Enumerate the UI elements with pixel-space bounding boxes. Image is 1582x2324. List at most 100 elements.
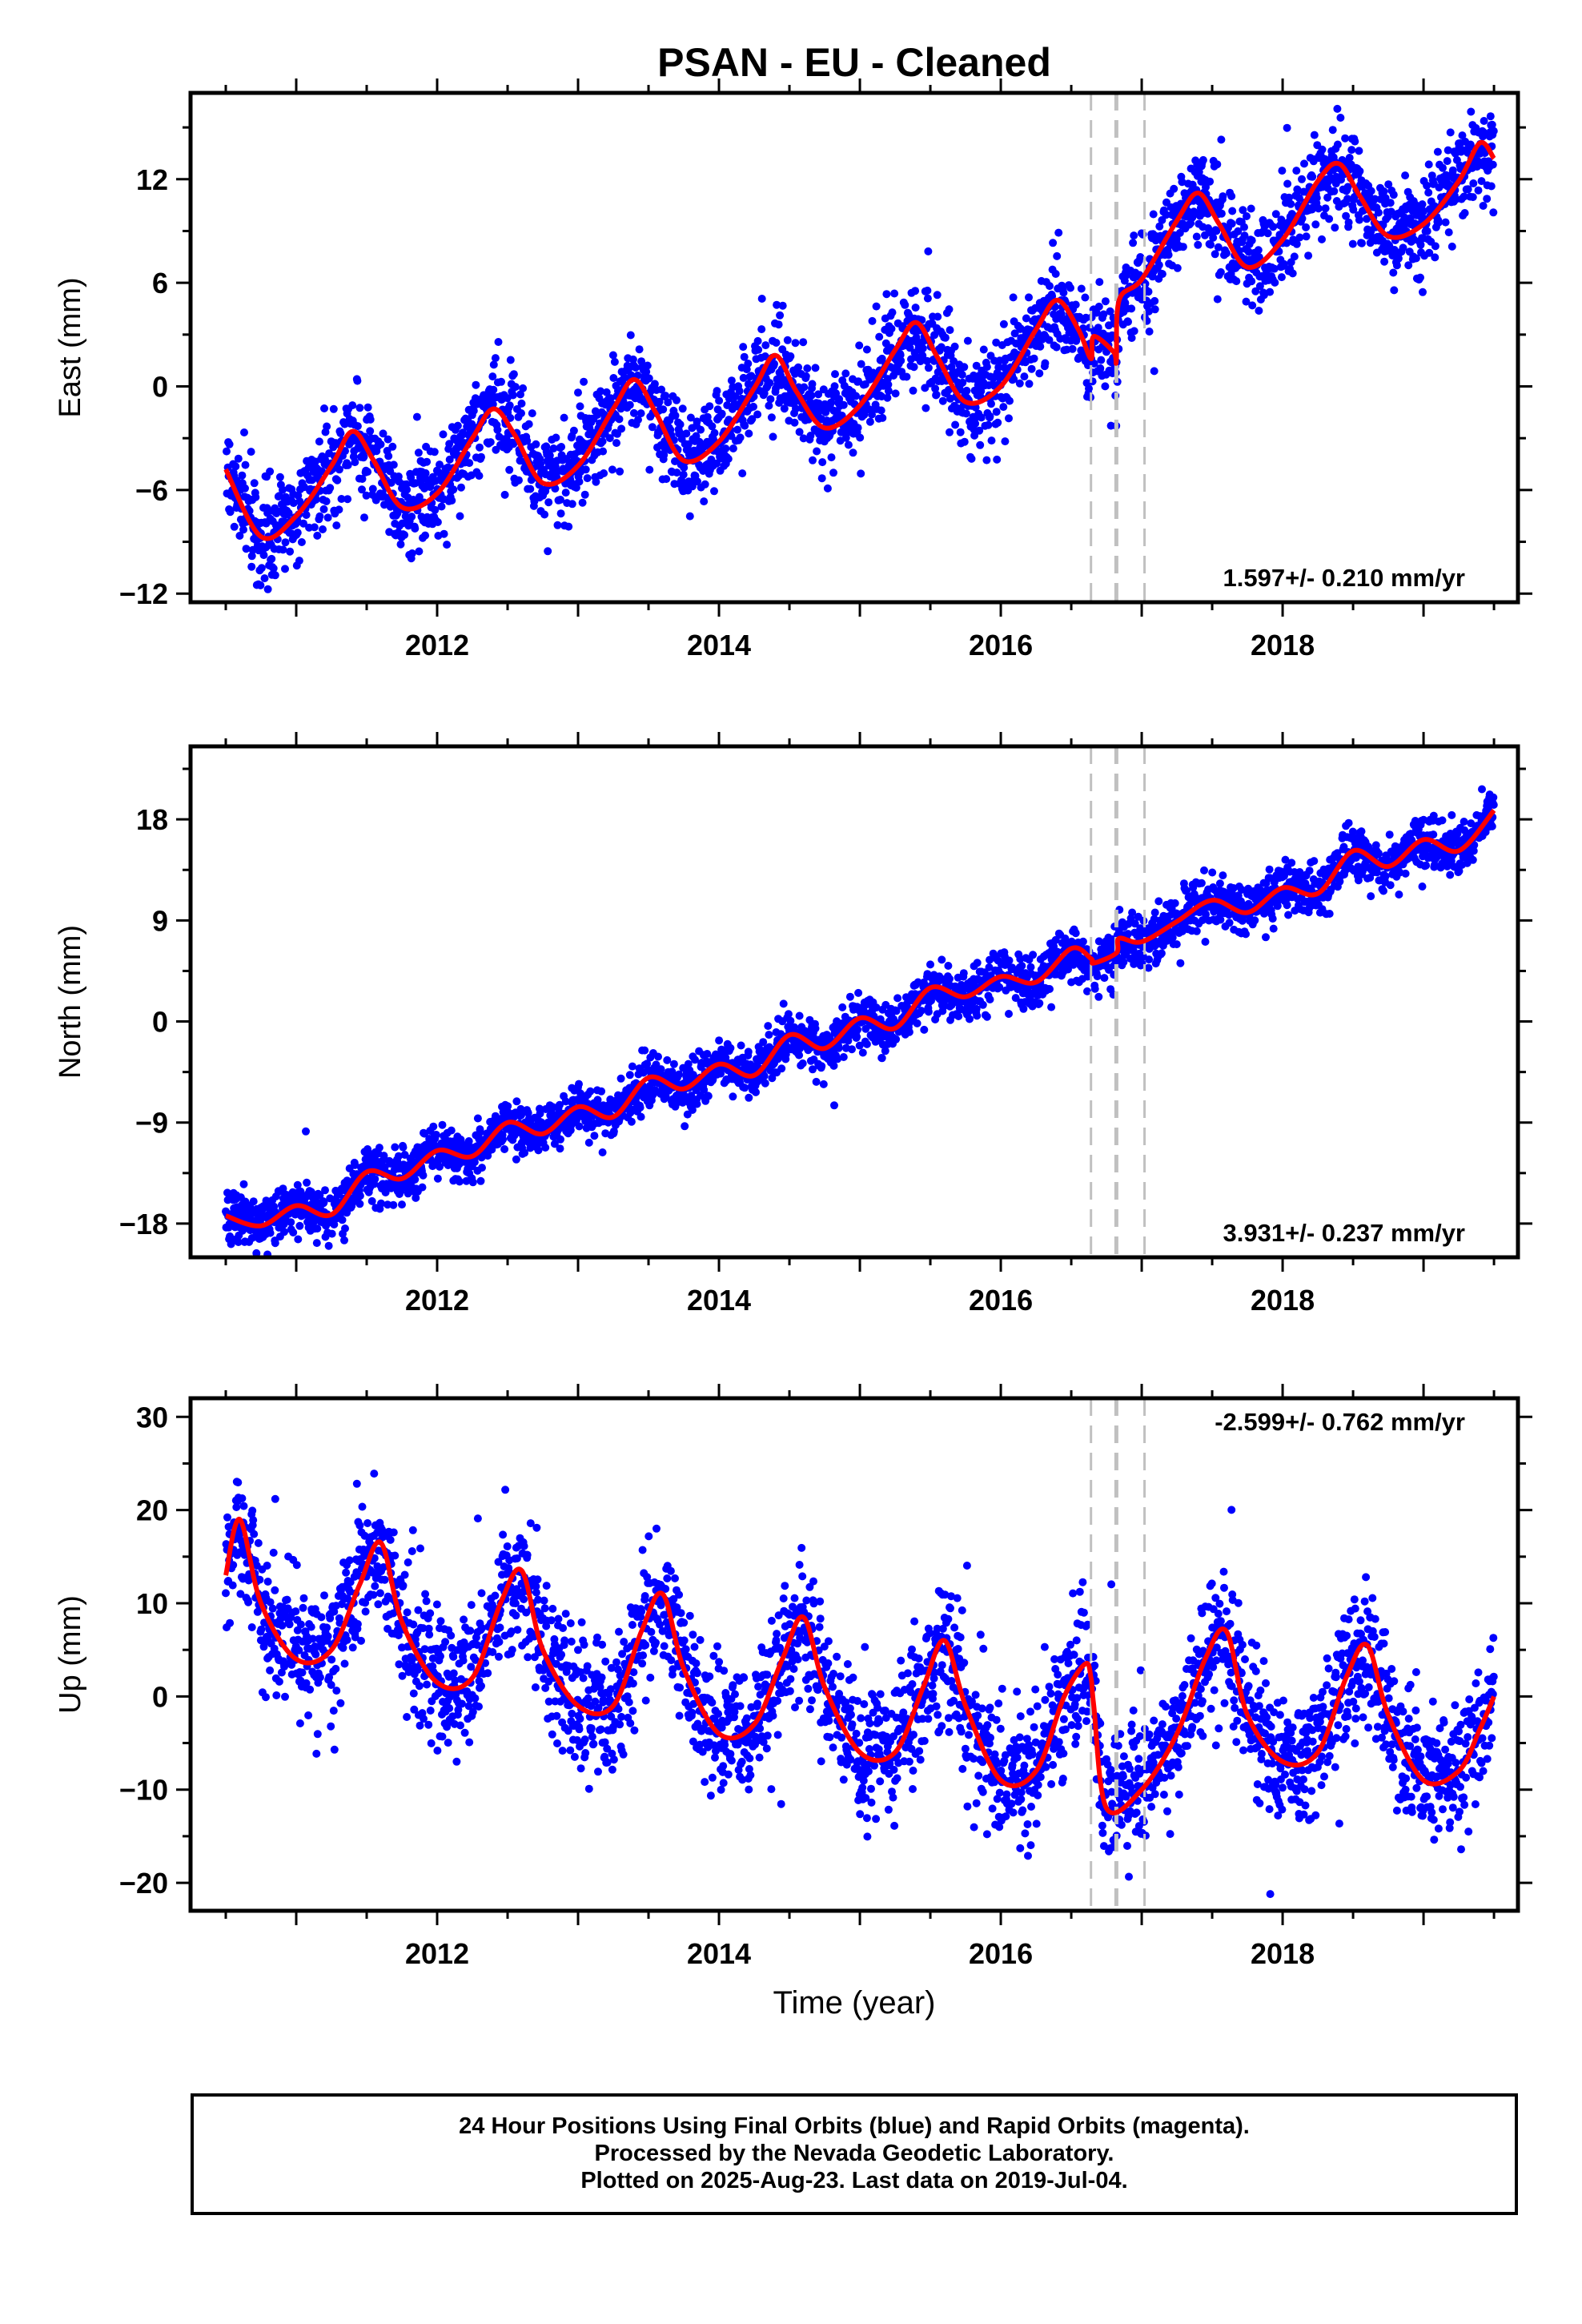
data-point (241, 460, 250, 469)
data-point (335, 465, 343, 474)
data-point (310, 523, 319, 532)
data-point (592, 477, 600, 486)
data-point (710, 428, 719, 437)
data-point (330, 1220, 339, 1228)
data-point (1386, 199, 1395, 207)
data-point (279, 1184, 287, 1193)
data-point (676, 428, 685, 437)
data-point (761, 352, 769, 360)
data-point (830, 382, 839, 391)
data-point (608, 351, 617, 360)
data-point (225, 440, 234, 448)
data-point (411, 1175, 420, 1184)
data-point (705, 402, 714, 411)
data-point (1227, 192, 1236, 200)
data-point (419, 1171, 428, 1180)
data-point (738, 469, 747, 478)
data-point (549, 444, 558, 452)
data-point (1240, 231, 1249, 240)
data-point (920, 1025, 929, 1034)
data-point (240, 428, 248, 436)
data-point (340, 420, 349, 428)
data-point (239, 525, 247, 534)
data-point (281, 538, 290, 547)
data-point (931, 384, 940, 393)
data-point (701, 480, 709, 489)
data-point (468, 1178, 477, 1187)
data-point (1355, 215, 1363, 224)
data-point (1425, 248, 1434, 257)
data-point (574, 388, 582, 397)
data-point (1207, 240, 1215, 249)
data-point (994, 363, 1003, 372)
data-point (552, 433, 560, 442)
data-point (332, 521, 341, 530)
data-point (1469, 179, 1478, 187)
data-point (516, 390, 524, 399)
data-point (379, 429, 387, 438)
data-point (1460, 192, 1468, 201)
data-point (1343, 183, 1352, 191)
data-point (299, 519, 307, 528)
data-point (293, 529, 302, 537)
data-point (313, 531, 322, 540)
data-point (678, 404, 687, 413)
data-point (1292, 239, 1301, 248)
data-point (1318, 145, 1327, 154)
data-point (752, 1088, 760, 1096)
data-point (505, 401, 514, 410)
data-point (411, 525, 420, 533)
data-point (1311, 220, 1320, 229)
gps-time-series-chart: PSAN - EU - Cleaned 2012 2014 2016 2018−12−… (54, 40, 1532, 2020)
data-point (355, 1200, 364, 1208)
data-point (560, 413, 568, 422)
data-point (1228, 207, 1237, 215)
data-point (1130, 231, 1138, 240)
data-point (572, 484, 580, 492)
data-point (617, 424, 626, 433)
data-point (355, 404, 364, 412)
data-point (366, 427, 375, 436)
data-point (1443, 146, 1452, 155)
data-point (853, 1032, 861, 1041)
data-point (897, 356, 905, 365)
data-point (760, 1072, 769, 1080)
data-point (279, 485, 287, 494)
data-point (1155, 222, 1164, 231)
data-point (313, 1224, 322, 1233)
data-point (1347, 146, 1356, 155)
data-point (375, 1144, 383, 1152)
data-point (1247, 277, 1256, 286)
x-tick-label: 2018 (1251, 629, 1315, 661)
data-point (489, 385, 498, 394)
data-point (1175, 228, 1184, 237)
data-point (818, 458, 827, 467)
data-point (1314, 204, 1323, 213)
data-point (418, 1183, 427, 1192)
data-point (1331, 223, 1339, 232)
data-point (1247, 236, 1256, 245)
data-point (234, 454, 243, 463)
data-point (1355, 167, 1364, 175)
data-point (519, 384, 528, 392)
data-point (878, 413, 887, 422)
data-point (905, 344, 914, 352)
data-point (1206, 177, 1215, 186)
data-point (1022, 314, 1030, 323)
data-point (992, 408, 1001, 416)
data-point (295, 497, 304, 506)
data-point (556, 509, 565, 518)
data-point (1411, 254, 1420, 263)
data-point (511, 383, 520, 392)
data-point (247, 552, 256, 561)
data-point (540, 510, 549, 519)
data-point (1336, 114, 1345, 122)
data-point (765, 379, 774, 388)
data-point (1312, 194, 1321, 203)
data-point (976, 440, 985, 449)
data-point (252, 1248, 261, 1257)
data-point (247, 562, 256, 571)
data-point (1212, 227, 1221, 235)
data-point (945, 305, 954, 314)
data-point (786, 352, 795, 360)
